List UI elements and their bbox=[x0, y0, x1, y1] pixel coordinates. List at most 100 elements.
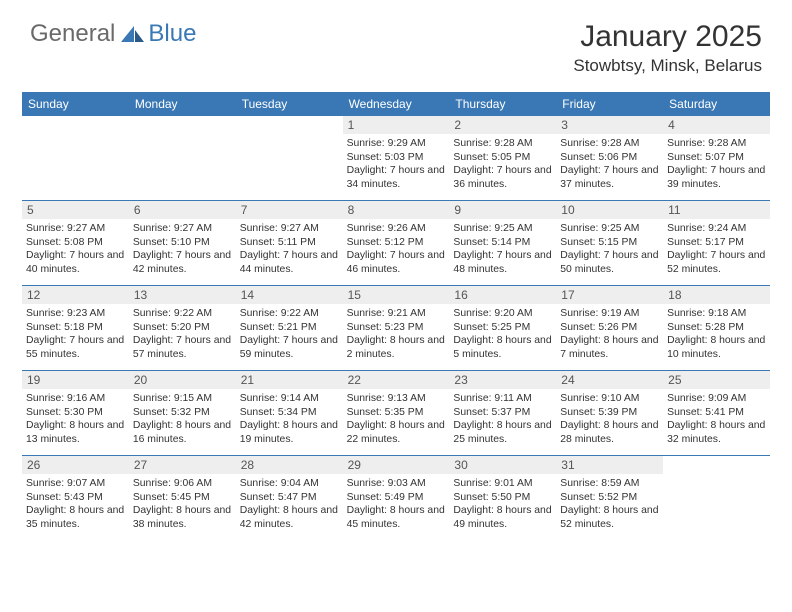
day-cell: 3 Sunrise: 9:28 AMSunset: 5:06 PMDaylight… bbox=[556, 116, 663, 200]
day-number: 5 bbox=[22, 201, 129, 219]
day-info: Sunrise: 9:19 AMSunset: 5:26 PMDaylight:… bbox=[560, 307, 659, 361]
page-title: January 2025 bbox=[573, 20, 762, 54]
day-info: Sunrise: 9:25 AMSunset: 5:15 PMDaylight:… bbox=[560, 222, 659, 276]
day-number: 27 bbox=[129, 456, 236, 474]
day-info: Sunrise: 9:23 AMSunset: 5:18 PMDaylight:… bbox=[26, 307, 125, 361]
logo-text-blue: Blue bbox=[148, 20, 196, 48]
day-cell: 4 Sunrise: 9:28 AMSunset: 5:07 PMDaylight… bbox=[663, 116, 770, 200]
day-header: Wednesday bbox=[343, 92, 450, 116]
day-cell: 30 Sunrise: 9:01 AMSunset: 5:50 PMDayligh… bbox=[449, 456, 556, 540]
day-info: Sunrise: 9:28 AMSunset: 5:07 PMDaylight:… bbox=[667, 137, 766, 191]
day-cell: 10Sunrise: 9:25 AMSunset: 5:15 PMDayligh… bbox=[556, 201, 663, 285]
day-info: Sunrise: 9:09 AMSunset: 5:41 PMDaylight:… bbox=[667, 392, 766, 446]
week-row: 19Sunrise: 9:16 AMSunset: 5:30 PMDayligh… bbox=[22, 371, 770, 456]
day-cell: 26 Sunrise: 9:07 AMSunset: 5:43 PMDayligh… bbox=[22, 456, 129, 540]
day-number: 3 bbox=[556, 116, 663, 134]
day-info: Sunrise: 9:04 AMSunset: 5:47 PMDaylight:… bbox=[240, 477, 339, 531]
day-cell: 8 Sunrise: 9:26 AMSunset: 5:12 PMDaylight… bbox=[343, 201, 450, 285]
calendar: Sunday Monday Tuesday Wednesday Thursday… bbox=[22, 92, 770, 540]
day-cell: 29Sunrise: 9:03 AMSunset: 5:49 PMDayligh… bbox=[343, 456, 450, 540]
day-cell: 31 Sunrise: 8:59 AMSunset: 5:52 PMDayligh… bbox=[556, 456, 663, 540]
day-info: Sunrise: 9:22 AMSunset: 5:20 PMDaylight:… bbox=[133, 307, 232, 361]
empty-cell bbox=[663, 456, 770, 540]
day-info: Sunrise: 9:10 AMSunset: 5:39 PMDaylight:… bbox=[560, 392, 659, 446]
day-cell: 20Sunrise: 9:15 AMSunset: 5:32 PMDayligh… bbox=[129, 371, 236, 455]
day-header: Friday bbox=[556, 92, 663, 116]
day-cell: 28Sunrise: 9:04 AMSunset: 5:47 PMDayligh… bbox=[236, 456, 343, 540]
empty-cell bbox=[22, 116, 129, 200]
day-cell: 2Sunrise: 9:28 AMSunset: 5:05 PMDaylight… bbox=[449, 116, 556, 200]
day-info: Sunrise: 9:25 AMSunset: 5:14 PMDaylight:… bbox=[453, 222, 552, 276]
day-cell: 1 Sunrise: 9:29 AMSunset: 5:03 PMDaylight… bbox=[343, 116, 450, 200]
day-number: 18 bbox=[663, 286, 770, 304]
day-cell: 19Sunrise: 9:16 AMSunset: 5:30 PMDayligh… bbox=[22, 371, 129, 455]
day-number: 23 bbox=[449, 371, 556, 389]
day-number: 17 bbox=[556, 286, 663, 304]
day-number: 30 bbox=[449, 456, 556, 474]
day-number: 26 bbox=[22, 456, 129, 474]
day-info: Sunrise: 9:11 AMSunset: 5:37 PMDaylight:… bbox=[453, 392, 552, 446]
day-number: 7 bbox=[236, 201, 343, 219]
day-header: Sunday bbox=[22, 92, 129, 116]
day-cell: 15Sunrise: 9:21 AMSunset: 5:23 PMDayligh… bbox=[343, 286, 450, 370]
day-cell: 5 Sunrise: 9:27 AMSunset: 5:08 PMDaylight… bbox=[22, 201, 129, 285]
day-info: Sunrise: 9:22 AMSunset: 5:21 PMDaylight:… bbox=[240, 307, 339, 361]
day-cell: 24Sunrise: 9:10 AMSunset: 5:39 PMDayligh… bbox=[556, 371, 663, 455]
day-number: 31 bbox=[556, 456, 663, 474]
day-info: Sunrise: 9:16 AMSunset: 5:30 PMDaylight:… bbox=[26, 392, 125, 446]
day-cell: 27 Sunrise: 9:06 AMSunset: 5:45 PMDayligh… bbox=[129, 456, 236, 540]
day-info: Sunrise: 9:06 AMSunset: 5:45 PMDaylight:… bbox=[133, 477, 232, 531]
day-info: Sunrise: 9:28 AMSunset: 5:06 PMDaylight:… bbox=[560, 137, 659, 191]
location-text: Stowbtsy, Minsk, Belarus bbox=[573, 56, 762, 76]
day-cell: 16 Sunrise: 9:20 AMSunset: 5:25 PMDayligh… bbox=[449, 286, 556, 370]
day-cell: 11Sunrise: 9:24 AMSunset: 5:17 PMDayligh… bbox=[663, 201, 770, 285]
day-info: Sunrise: 8:59 AMSunset: 5:52 PMDaylight:… bbox=[560, 477, 659, 531]
header: General Blue January 2025 Stowbtsy, Mins… bbox=[0, 0, 792, 84]
day-cell: 21 Sunrise: 9:14 AMSunset: 5:34 PMDayligh… bbox=[236, 371, 343, 455]
day-number: 9 bbox=[449, 201, 556, 219]
day-cell: 12 Sunrise: 9:23 AMSunset: 5:18 PMDayligh… bbox=[22, 286, 129, 370]
day-number: 22 bbox=[343, 371, 450, 389]
logo: General Blue bbox=[30, 20, 196, 48]
day-number: 1 bbox=[343, 116, 450, 134]
day-info: Sunrise: 9:27 AMSunset: 5:11 PMDaylight:… bbox=[240, 222, 339, 276]
day-headers-row: Sunday Monday Tuesday Wednesday Thursday… bbox=[22, 92, 770, 116]
day-info: Sunrise: 9:14 AMSunset: 5:34 PMDaylight:… bbox=[240, 392, 339, 446]
day-info: Sunrise: 9:28 AMSunset: 5:05 PMDaylight:… bbox=[453, 137, 552, 191]
day-cell: 6Sunrise: 9:27 AMSunset: 5:10 PMDaylight… bbox=[129, 201, 236, 285]
day-info: Sunrise: 9:27 AMSunset: 5:08 PMDaylight:… bbox=[26, 222, 125, 276]
day-number: 13 bbox=[129, 286, 236, 304]
empty-cell bbox=[129, 116, 236, 200]
day-cell: 14Sunrise: 9:22 AMSunset: 5:21 PMDayligh… bbox=[236, 286, 343, 370]
day-info: Sunrise: 9:26 AMSunset: 5:12 PMDaylight:… bbox=[347, 222, 446, 276]
day-info: Sunrise: 9:15 AMSunset: 5:32 PMDaylight:… bbox=[133, 392, 232, 446]
day-number: 25 bbox=[663, 371, 770, 389]
day-cell: 23 Sunrise: 9:11 AMSunset: 5:37 PMDayligh… bbox=[449, 371, 556, 455]
day-header: Thursday bbox=[449, 92, 556, 116]
week-row: 12 Sunrise: 9:23 AMSunset: 5:18 PMDayligh… bbox=[22, 286, 770, 371]
day-number: 6 bbox=[129, 201, 236, 219]
day-number: 16 bbox=[449, 286, 556, 304]
day-number: 8 bbox=[343, 201, 450, 219]
day-cell: 13 Sunrise: 9:22 AMSunset: 5:20 PMDayligh… bbox=[129, 286, 236, 370]
day-number: 12 bbox=[22, 286, 129, 304]
day-cell: 9 Sunrise: 9:25 AMSunset: 5:14 PMDaylight… bbox=[449, 201, 556, 285]
day-cell: 25 Sunrise: 9:09 AMSunset: 5:41 PMDayligh… bbox=[663, 371, 770, 455]
day-header: Monday bbox=[129, 92, 236, 116]
day-number: 4 bbox=[663, 116, 770, 134]
day-info: Sunrise: 9:07 AMSunset: 5:43 PMDaylight:… bbox=[26, 477, 125, 531]
day-cell: 18 Sunrise: 9:18 AMSunset: 5:28 PMDayligh… bbox=[663, 286, 770, 370]
logo-sail-icon bbox=[120, 24, 146, 44]
day-header: Tuesday bbox=[236, 92, 343, 116]
day-info: Sunrise: 9:20 AMSunset: 5:25 PMDaylight:… bbox=[453, 307, 552, 361]
day-info: Sunrise: 9:03 AMSunset: 5:49 PMDaylight:… bbox=[347, 477, 446, 531]
week-row: 1 Sunrise: 9:29 AMSunset: 5:03 PMDaylight… bbox=[22, 116, 770, 201]
day-info: Sunrise: 9:18 AMSunset: 5:28 PMDaylight:… bbox=[667, 307, 766, 361]
week-row: 26 Sunrise: 9:07 AMSunset: 5:43 PMDayligh… bbox=[22, 456, 770, 540]
empty-cell bbox=[236, 116, 343, 200]
day-info: Sunrise: 9:29 AMSunset: 5:03 PMDaylight:… bbox=[347, 137, 446, 191]
day-number: 15 bbox=[343, 286, 450, 304]
day-info: Sunrise: 9:01 AMSunset: 5:50 PMDaylight:… bbox=[453, 477, 552, 531]
day-info: Sunrise: 9:24 AMSunset: 5:17 PMDaylight:… bbox=[667, 222, 766, 276]
day-number: 21 bbox=[236, 371, 343, 389]
